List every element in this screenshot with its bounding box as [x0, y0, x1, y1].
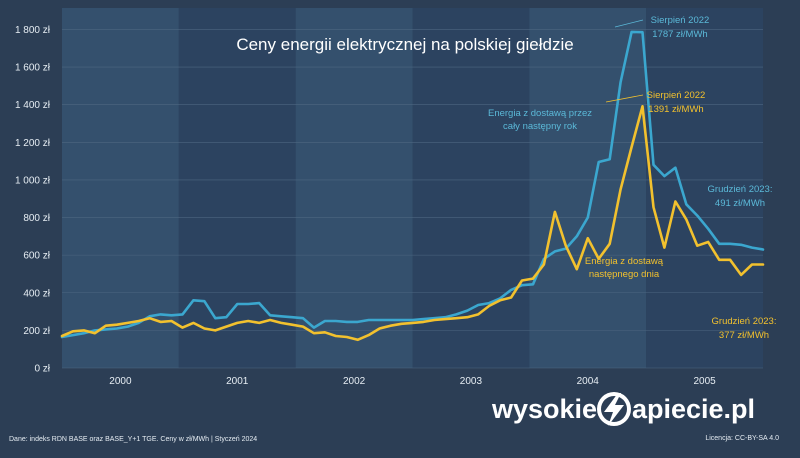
grid-lines — [62, 29, 763, 369]
series-line-year-ahead — [60, 30, 765, 339]
annotation-blue-end: Grudzień 2023: 491 zł/MWh — [708, 184, 773, 209]
source-note: Dane: indeks RDN BASE oraz BASE_Y+1 TGE.… — [9, 436, 257, 443]
y-tick-label: 200 zł — [23, 326, 50, 337]
y-tick-label: 1 400 zł — [15, 100, 51, 111]
logo-text-left: wysokie — [491, 394, 597, 424]
x-tick-label: 2005 — [693, 376, 716, 387]
x-tick-label: 2003 — [460, 376, 483, 387]
annotation-blue-peak: Sierpień 2022 1787 zł/MWh — [614, 15, 710, 40]
year-band-2001 — [178, 8, 296, 368]
annotation-blue-peak-leader — [614, 19, 644, 28]
y-tick-label: 1 200 zł — [15, 138, 51, 149]
annotation-yellow-peak-line2: 1391 zł/MWh — [648, 104, 703, 115]
annotation-yellow-peak-line1: Sierpień 2022 — [647, 90, 706, 101]
x-axis: 2000 2001 2002 2003 2004 2005 — [109, 376, 716, 387]
year-band-2000 — [62, 8, 179, 368]
annotation-yellow-series-line2: następnego dnia — [589, 269, 660, 280]
annotation-blue-series-line2: cały następny rok — [503, 121, 577, 132]
x-tick-label: 2000 — [109, 376, 132, 387]
annotation-blue-end-line1: Grudzień 2023: — [708, 184, 773, 195]
y-tick-label: 1 600 zł — [15, 63, 51, 74]
annotation-blue-series: Energia z dostawą przez cały następny ro… — [488, 108, 592, 132]
annotation-yellow-peak: Sierpień 2022 1391 zł/MWh — [605, 90, 706, 115]
year-band-2003 — [412, 8, 530, 368]
y-tick-label: 800 zł — [23, 213, 50, 224]
x-tick-label: 2002 — [343, 376, 366, 387]
annotation-blue-peak-line1: Sierpień 2022 — [651, 15, 710, 26]
y-tick-label: 1 800 zł — [15, 25, 51, 36]
x-tick-label: 2004 — [577, 376, 600, 387]
annotation-yellow-end: Grudzień 2023: 377 zł/MWh — [712, 316, 777, 341]
annotation-blue-series-line1: Energia z dostawą przez — [488, 108, 592, 119]
annotation-blue-end-line2: 491 zł/MWh — [715, 198, 765, 209]
license-note: Licencja: CC-BY-SA 4.0 — [705, 435, 779, 442]
y-tick-label: 0 zł — [34, 364, 50, 375]
annotation-blue-peak-line2: 1787 zł/MWh — [652, 29, 707, 40]
series-group — [60, 30, 765, 342]
lightning-icon — [597, 392, 631, 426]
year-band-2002 — [295, 8, 413, 368]
x-tick-label: 2001 — [226, 376, 249, 387]
chart-title: Ceny energii elektrycznej na polskiej gi… — [236, 35, 573, 54]
series-line-day-ahead — [60, 105, 765, 342]
y-tick-label: 400 zł — [23, 288, 50, 299]
year-band-2004 — [529, 8, 647, 368]
annotation-yellow-peak-leader — [605, 94, 644, 103]
annotation-yellow-series: Energia z dostawą następnego dnia — [585, 256, 664, 280]
annotation-yellow-series-line1: Energia z dostawą — [585, 256, 664, 267]
annotation-yellow-end-line2: 377 zł/MWh — [719, 330, 769, 341]
y-axis: 0 zł 200 zł 400 zł 600 zł 800 zł 1 000 zł 1 20… — [15, 25, 51, 375]
annotation-yellow-end-line1: Grudzień 2023: — [712, 316, 777, 327]
year-band-2005 — [646, 8, 763, 368]
logo-text-right: apiecie.pl — [632, 394, 755, 424]
y-tick-label: 1 000 zł — [15, 175, 51, 186]
logo: wysokie apiecie.pl — [491, 392, 755, 426]
y-tick-label: 600 zł — [23, 251, 50, 262]
